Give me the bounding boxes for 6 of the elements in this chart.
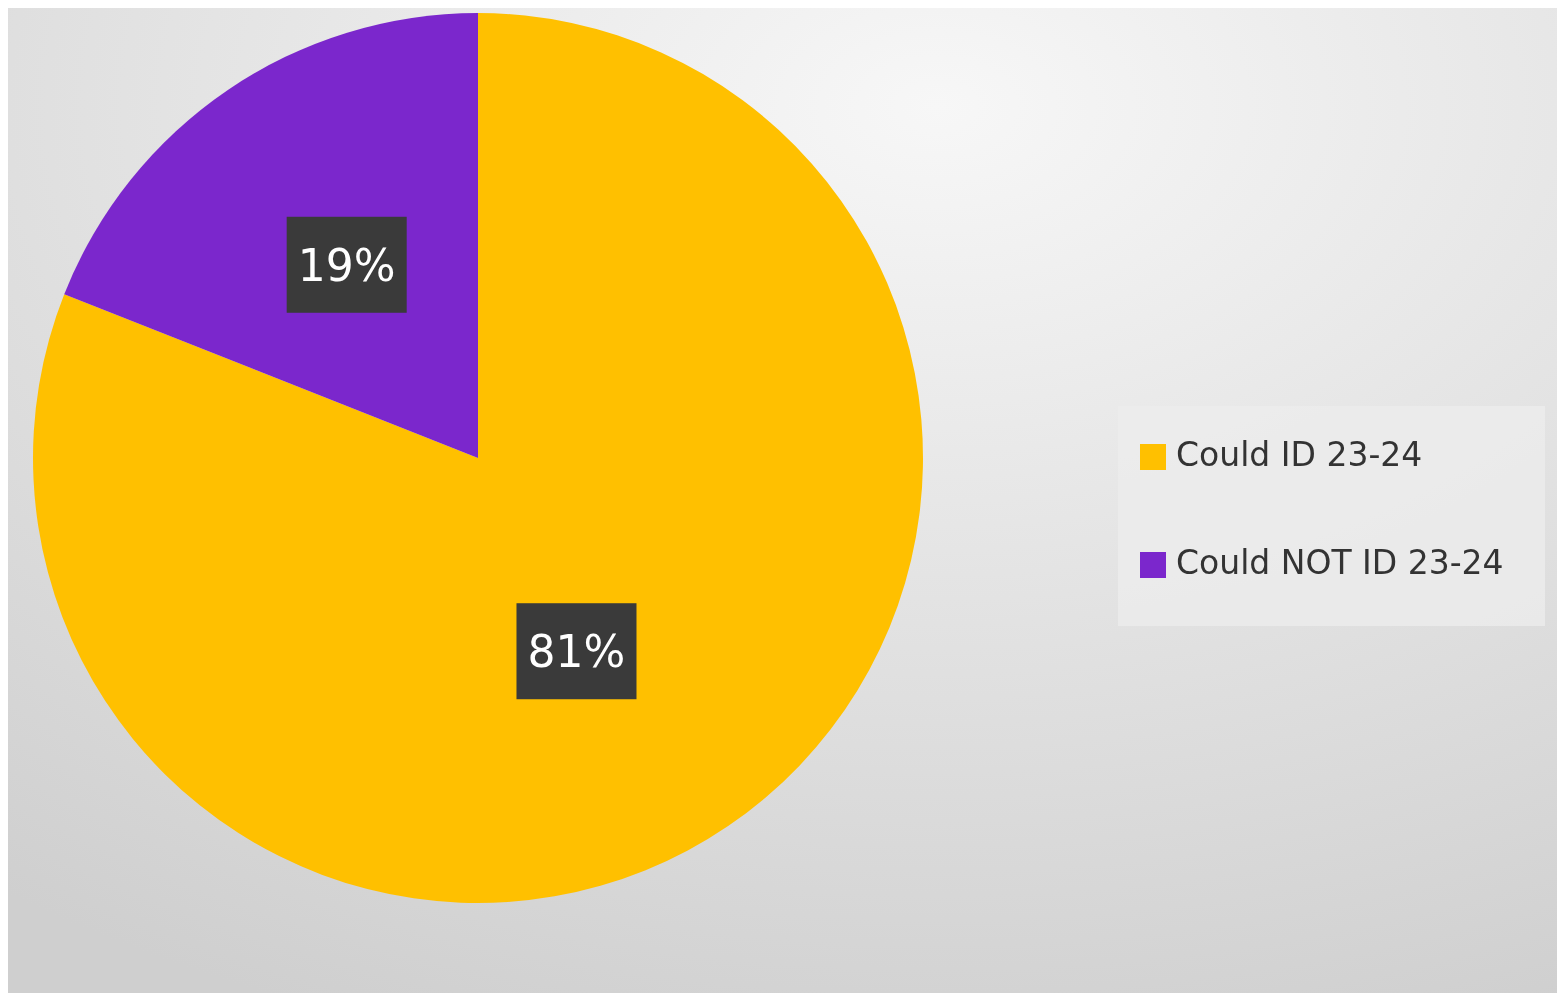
legend-label: Could NOT ID 23-24: [1176, 543, 1504, 582]
pie-slice: [33, 13, 923, 903]
pie-slice: [64, 13, 478, 458]
data-label: 81%: [527, 626, 626, 678]
data-label: 19%: [297, 239, 396, 291]
legend-label: Could ID 23-24: [1176, 435, 1423, 474]
